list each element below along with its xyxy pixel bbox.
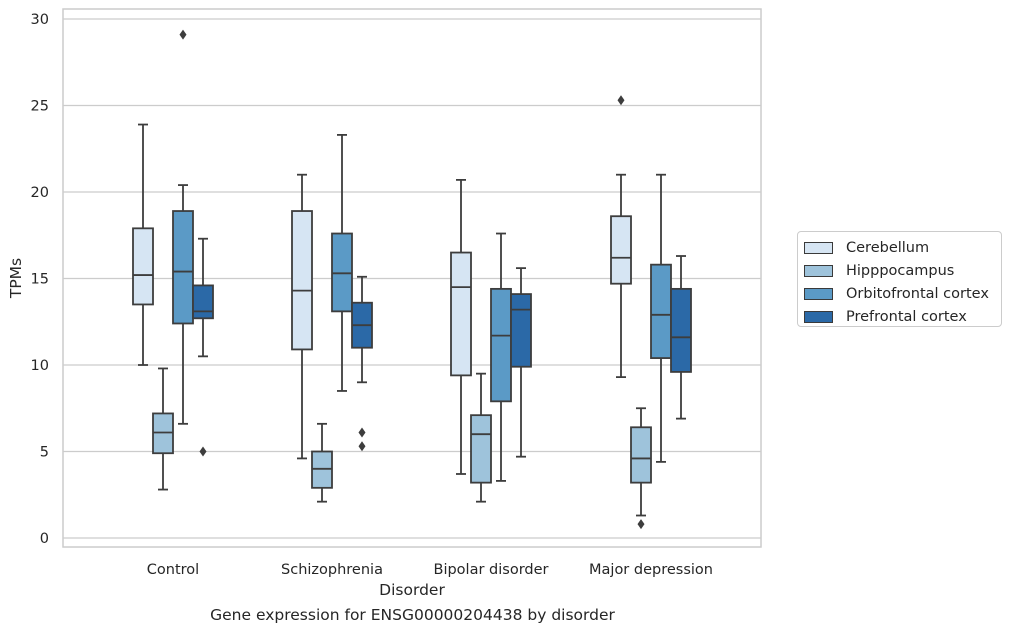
box-hipppocampus: [152, 367, 174, 491]
x-tick-label: Schizophrenia: [281, 562, 383, 578]
box-prefrontal-cortex: [670, 255, 692, 420]
box-iqr: [610, 215, 632, 285]
y-tick-label: 0: [40, 531, 49, 547]
x-tick-label: Control: [147, 562, 199, 578]
legend-label: Cerebellum: [846, 239, 930, 256]
box-orbitofrontal-cortex: [331, 134, 353, 392]
legend-label: Orbitofrontal cortex: [846, 285, 989, 302]
outlier-point: [637, 519, 645, 530]
outlier-point: [617, 95, 625, 106]
box-iqr: [630, 426, 652, 484]
outlier-point: [199, 446, 207, 457]
box-iqr: [291, 210, 313, 351]
legend-swatch: [804, 310, 833, 323]
box-iqr: [172, 210, 194, 325]
x-axis-label: Disorder: [379, 581, 445, 599]
plot-frame: [62, 8, 762, 548]
box-cerebellum: [291, 173, 313, 460]
outlier-point: [358, 441, 366, 452]
legend-swatch: [804, 264, 833, 277]
box-prefrontal-cortex: [351, 275, 373, 452]
box-iqr: [490, 287, 512, 403]
y-tick-label: 15: [31, 272, 49, 288]
box-orbitofrontal-cortex: [490, 232, 512, 482]
box-hipppocampus: [630, 407, 652, 530]
box-prefrontal-cortex: [510, 267, 532, 458]
box-cerebellum: [610, 95, 632, 379]
box-iqr: [192, 284, 214, 320]
y-tick-label: 20: [31, 185, 49, 201]
box-iqr: [510, 293, 532, 368]
box-prefrontal-cortex: [192, 237, 214, 457]
y-tick-label: 25: [31, 99, 49, 115]
box-iqr: [470, 414, 492, 484]
box-hipppocampus: [470, 372, 492, 503]
y-tick-label: 30: [31, 12, 49, 28]
legend-swatch: [804, 287, 833, 300]
legend-swatch: [804, 241, 833, 254]
legend-item: Prefrontal cortex: [804, 305, 995, 328]
outlier-point: [358, 427, 366, 438]
y-axis-label: TPMs: [7, 258, 25, 299]
x-tick-label: Bipolar disorder: [434, 562, 549, 578]
legend: Cerebellum Hipppocampus Orbitofrontal cort…: [797, 231, 1002, 327]
legend-label: Prefrontal cortex: [846, 308, 967, 325]
box-hipppocampus: [311, 422, 333, 503]
box-orbitofrontal-cortex: [650, 173, 672, 463]
box-iqr: [450, 251, 472, 377]
legend-label: Hipppocampus: [846, 262, 955, 279]
box-orbitofrontal-cortex: [172, 29, 194, 425]
legend-item: Orbitofrontal cortex: [804, 282, 995, 305]
y-tick-label: 10: [31, 358, 49, 374]
legend-item: Hipppocampus: [804, 259, 995, 282]
box-cerebellum: [450, 178, 472, 475]
outlier-point: [179, 29, 187, 40]
box-cerebellum: [132, 123, 154, 366]
legend-item: Cerebellum: [804, 236, 995, 259]
box-iqr: [132, 227, 154, 306]
box-iqr: [650, 263, 672, 359]
box-iqr: [670, 287, 692, 373]
y-tick-label: 5: [40, 445, 49, 461]
x-tick-label: Major depression: [589, 562, 713, 578]
chart-caption: Gene expression for ENSG00000204438 by d…: [210, 606, 615, 624]
